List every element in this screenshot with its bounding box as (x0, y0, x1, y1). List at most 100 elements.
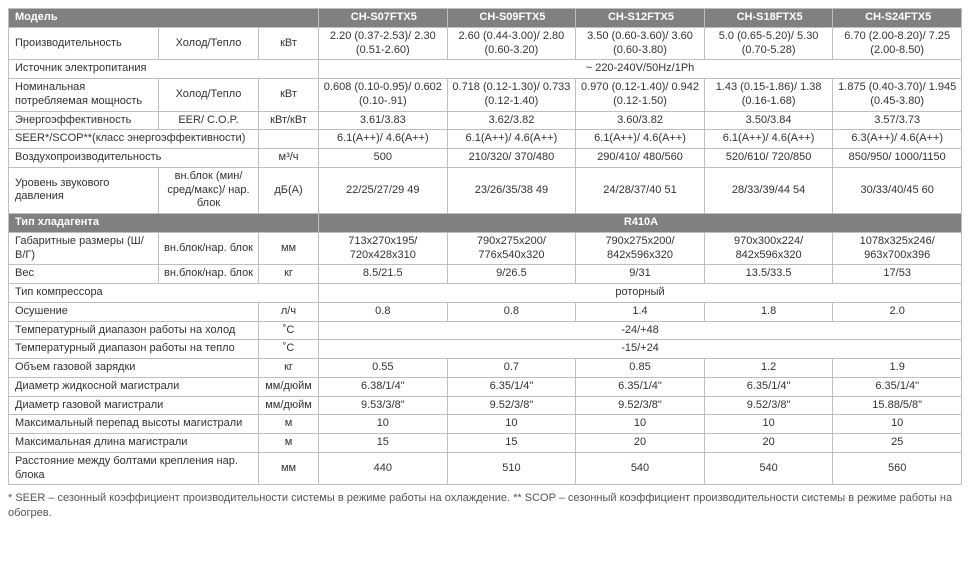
row-dims: Габаритные размеры (Ш/В/Г) вн.блок/нар. … (9, 232, 962, 265)
gas-pipe-v2: 9.52/3/8" (576, 396, 705, 415)
noise-v1: 23/26/35/38 49 (447, 167, 576, 213)
model-3: CH-S18FTX5 (704, 9, 833, 28)
gas-charge-v0: 0.55 (319, 359, 448, 378)
gas-pipe-v4: 15.88/5/8" (833, 396, 962, 415)
row-eer: Энергоэффективность EER/ C.O.P. кВт/кВт … (9, 111, 962, 130)
dims-v1: 790x275x200/ 776x540x320 (447, 232, 576, 265)
max-height-v3: 10 (704, 415, 833, 434)
seer-unit (259, 130, 319, 149)
bolt-dist-label: Расстояние между болтами крепления нар. … (9, 452, 259, 485)
airflow-label: Воздухопроизводительность (9, 149, 259, 168)
header-model-label: Модель (9, 9, 319, 28)
nom-power-label: Номинальная потребляемая мощность (9, 79, 159, 112)
liquid-pipe-unit: мм/дюйм (259, 377, 319, 396)
liquid-pipe-v1: 6.35/1/4" (447, 377, 576, 396)
weight-unit: кг (259, 265, 319, 284)
gas-charge-unit: кг (259, 359, 319, 378)
weight-v3: 13.5/33.5 (704, 265, 833, 284)
row-liquid-pipe: Диаметр жидкосной магистрали мм/дюйм 6.3… (9, 377, 962, 396)
noise-label: Уровень звукового давления (9, 167, 159, 213)
footnote: * SEER – сезонный коэффициент производит… (8, 491, 962, 520)
row-airflow: Воздухопроизводительность м³/ч 500 210/3… (9, 149, 962, 168)
eer-v2: 3.60/3.82 (576, 111, 705, 130)
power-src-label: Источник электропитания (9, 60, 319, 79)
seer-v2: 6.1(A++)/ 4.6(A++) (576, 130, 705, 149)
perf-v3: 5.0 (0.65-5.20)/ 5.30 (0.70-5.28) (704, 27, 833, 60)
model-1: CH-S09FTX5 (447, 9, 576, 28)
seer-label: SEER*/SCOP**(класс энергоэффективности) (9, 130, 259, 149)
section-refrigerant: Тип хладагента R410A (9, 214, 962, 233)
airflow-v4: 850/950/ 1000/1150 (833, 149, 962, 168)
eer-unit: кВт/кВт (259, 111, 319, 130)
model-2: CH-S12FTX5 (576, 9, 705, 28)
row-nom-power: Номинальная потребляемая мощность Холод/… (9, 79, 962, 112)
max-height-unit: м (259, 415, 319, 434)
row-dehum: Осушение л/ч 0.8 0.8 1.4 1.8 2.0 (9, 302, 962, 321)
dims-label: Габаритные размеры (Ш/В/Г) (9, 232, 159, 265)
perf-sub: Холод/Тепло (159, 27, 259, 60)
gas-pipe-v0: 9.53/3/8" (319, 396, 448, 415)
noise-sub: вн.блок (мин/сред/макс)/ нар. блок (159, 167, 259, 213)
seer-v3: 6.1(A++)/ 4.6(A++) (704, 130, 833, 149)
perf-v1: 2.60 (0.44-3.00)/ 2.80 (0.60-3.20) (447, 27, 576, 60)
airflow-v1: 210/320/ 370/480 (447, 149, 576, 168)
temp-heat-label: Температурный диапазон работы на тепло (9, 340, 259, 359)
gas-charge-v4: 1.9 (833, 359, 962, 378)
seer-v4: 6.3(A++)/ 4.6(A++) (833, 130, 962, 149)
gas-charge-label: Объем газовой зарядки (9, 359, 259, 378)
gas-charge-v2: 0.85 (576, 359, 705, 378)
compressor-value: роторный (319, 284, 962, 303)
row-power-src: Источник электропитания ~ 220-240V/50Hz/… (9, 60, 962, 79)
nom-power-v3: 1.43 (0.15-1.86)/ 1.38 (0.16-1.68) (704, 79, 833, 112)
power-src-value: ~ 220-240V/50Hz/1Ph (319, 60, 962, 79)
dehum-v4: 2.0 (833, 302, 962, 321)
weight-sub: вн.блок/нар. блок (159, 265, 259, 284)
weight-v1: 9/26.5 (447, 265, 576, 284)
max-height-v0: 10 (319, 415, 448, 434)
max-height-v4: 10 (833, 415, 962, 434)
eer-v0: 3.61/3.83 (319, 111, 448, 130)
eer-v1: 3.62/3.82 (447, 111, 576, 130)
row-bolt-dist: Расстояние между болтами крепления нар. … (9, 452, 962, 485)
weight-v2: 9/31 (576, 265, 705, 284)
row-gas-pipe: Диаметр газовой магистрали мм/дюйм 9.53/… (9, 396, 962, 415)
bolt-dist-v3: 540 (704, 452, 833, 485)
row-seer: SEER*/SCOP**(класс энергоэффективности) … (9, 130, 962, 149)
dims-sub: вн.блок/нар. блок (159, 232, 259, 265)
max-length-v4: 25 (833, 434, 962, 453)
nom-power-v2: 0.970 (0.12-1.40)/ 0.942 (0.12-1.50) (576, 79, 705, 112)
eer-v4: 3.57/3.73 (833, 111, 962, 130)
max-length-label: Максимальная длина магистрали (9, 434, 259, 453)
eer-v3: 3.50/3.84 (704, 111, 833, 130)
row-max-height: Максимальный перепад высоты магистрали м… (9, 415, 962, 434)
gas-charge-v3: 1.2 (704, 359, 833, 378)
model-0: CH-S07FTX5 (319, 9, 448, 28)
bolt-dist-v0: 440 (319, 452, 448, 485)
max-height-v2: 10 (576, 415, 705, 434)
max-length-v2: 20 (576, 434, 705, 453)
noise-v3: 28/33/39/44 54 (704, 167, 833, 213)
bolt-dist-v2: 540 (576, 452, 705, 485)
dehum-v2: 1.4 (576, 302, 705, 321)
perf-unit: кВт (259, 27, 319, 60)
dims-v2: 790x275x200/ 842x596x320 (576, 232, 705, 265)
bolt-dist-unit: мм (259, 452, 319, 485)
row-compressor: Тип компрессора роторный (9, 284, 962, 303)
dims-v3: 970x300x224/ 842x596x320 (704, 232, 833, 265)
seer-v0: 6.1(A++)/ 4.6(A++) (319, 130, 448, 149)
liquid-pipe-v0: 6.38/1/4" (319, 377, 448, 396)
nom-power-v1: 0.718 (0.12-1.30)/ 0.733 (0.12-1.40) (447, 79, 576, 112)
max-length-v1: 15 (447, 434, 576, 453)
row-max-length: Максимальная длина магистрали м 15 15 20… (9, 434, 962, 453)
airflow-v3: 520/610/ 720/850 (704, 149, 833, 168)
row-weight: Вес вн.блок/нар. блок кг 8.5/21.5 9/26.5… (9, 265, 962, 284)
airflow-v2: 290/410/ 480/560 (576, 149, 705, 168)
row-perf: Производительность Холод/Тепло кВт 2.20 … (9, 27, 962, 60)
max-length-unit: м (259, 434, 319, 453)
dehum-label: Осушение (9, 302, 259, 321)
liquid-pipe-v3: 6.35/1/4" (704, 377, 833, 396)
row-temp-cool: Температурный диапазон работы на холод ˚… (9, 321, 962, 340)
row-noise: Уровень звукового давления вн.блок (мин/… (9, 167, 962, 213)
max-height-label: Максимальный перепад высоты магистрали (9, 415, 259, 434)
spec-table: Модель CH-S07FTX5 CH-S09FTX5 CH-S12FTX5 … (8, 8, 962, 485)
